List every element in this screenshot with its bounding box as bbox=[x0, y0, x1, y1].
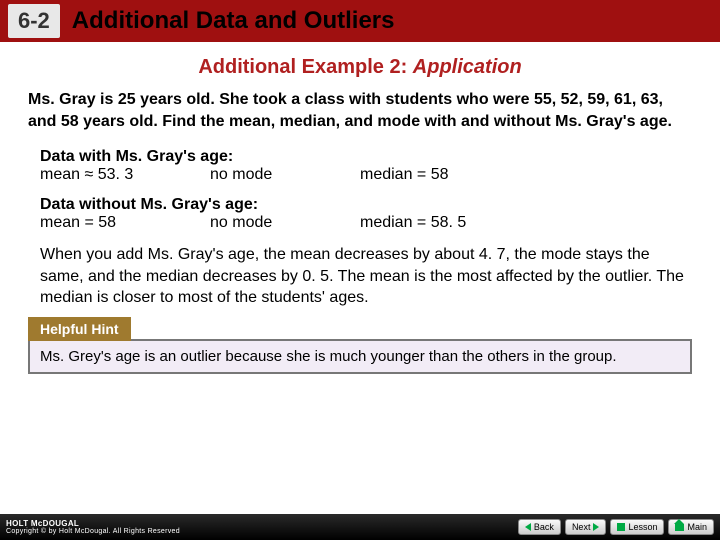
nav-buttons: Back Next Lesson Main bbox=[518, 519, 714, 535]
example-title-prefix: Additional Example 2: bbox=[198, 56, 412, 78]
hint-tab: Helpful Hint bbox=[28, 317, 131, 341]
lesson-title: Additional Data and Outliers bbox=[72, 7, 395, 35]
arrow-right-icon bbox=[593, 523, 599, 531]
data-without-label: Data without Ms. Gray's age: bbox=[40, 196, 692, 214]
with-median: median = 58 bbox=[360, 166, 449, 184]
problem-statement: Ms. Gray is 25 years old. She took a cla… bbox=[28, 89, 692, 132]
data-with-block: Data with Ms. Gray's age: mean ≈ 53. 3 n… bbox=[40, 148, 692, 184]
next-label: Next bbox=[572, 522, 591, 532]
explanation-text: When you add Ms. Gray's age, the mean de… bbox=[40, 244, 692, 309]
copyright-text: Copyright © by Holt McDougal. All Rights… bbox=[6, 528, 180, 535]
content-area: Additional Example 2: Application Ms. Gr… bbox=[0, 42, 720, 309]
data-with-label: Data with Ms. Gray's age: bbox=[40, 148, 692, 166]
data-without-block: Data without Ms. Gray's age: mean = 58 n… bbox=[40, 196, 692, 232]
footer-bar: HOLT McDOUGAL Copyright © by Holt McDoug… bbox=[0, 514, 720, 540]
lesson-label: Lesson bbox=[628, 522, 657, 532]
without-mean: mean = 58 bbox=[40, 214, 210, 232]
back-button[interactable]: Back bbox=[518, 519, 561, 535]
square-icon bbox=[617, 523, 625, 531]
lesson-number-badge: 6-2 bbox=[8, 4, 60, 38]
logo-top: HOLT McDOUGAL bbox=[6, 519, 79, 528]
with-mean: mean ≈ 53. 3 bbox=[40, 166, 210, 184]
example-heading: Additional Example 2: Application bbox=[28, 56, 692, 79]
lesson-button[interactable]: Lesson bbox=[610, 519, 664, 535]
main-button[interactable]: Main bbox=[668, 519, 714, 535]
with-mode: no mode bbox=[210, 166, 360, 184]
arrow-left-icon bbox=[525, 523, 531, 531]
without-mode: no mode bbox=[210, 214, 360, 232]
back-label: Back bbox=[534, 522, 554, 532]
without-median: median = 58. 5 bbox=[360, 214, 466, 232]
hint-container: Helpful Hint Ms. Grey's age is an outlie… bbox=[28, 315, 692, 375]
next-button[interactable]: Next bbox=[565, 519, 607, 535]
hint-box: Ms. Grey's age is an outlier because she… bbox=[28, 339, 692, 375]
example-title-application: Application bbox=[413, 56, 522, 78]
lesson-header: 6-2 Additional Data and Outliers bbox=[0, 0, 720, 42]
home-icon bbox=[675, 524, 684, 531]
main-label: Main bbox=[687, 522, 707, 532]
publisher-logo: HOLT McDOUGAL Copyright © by Holt McDoug… bbox=[6, 519, 180, 535]
